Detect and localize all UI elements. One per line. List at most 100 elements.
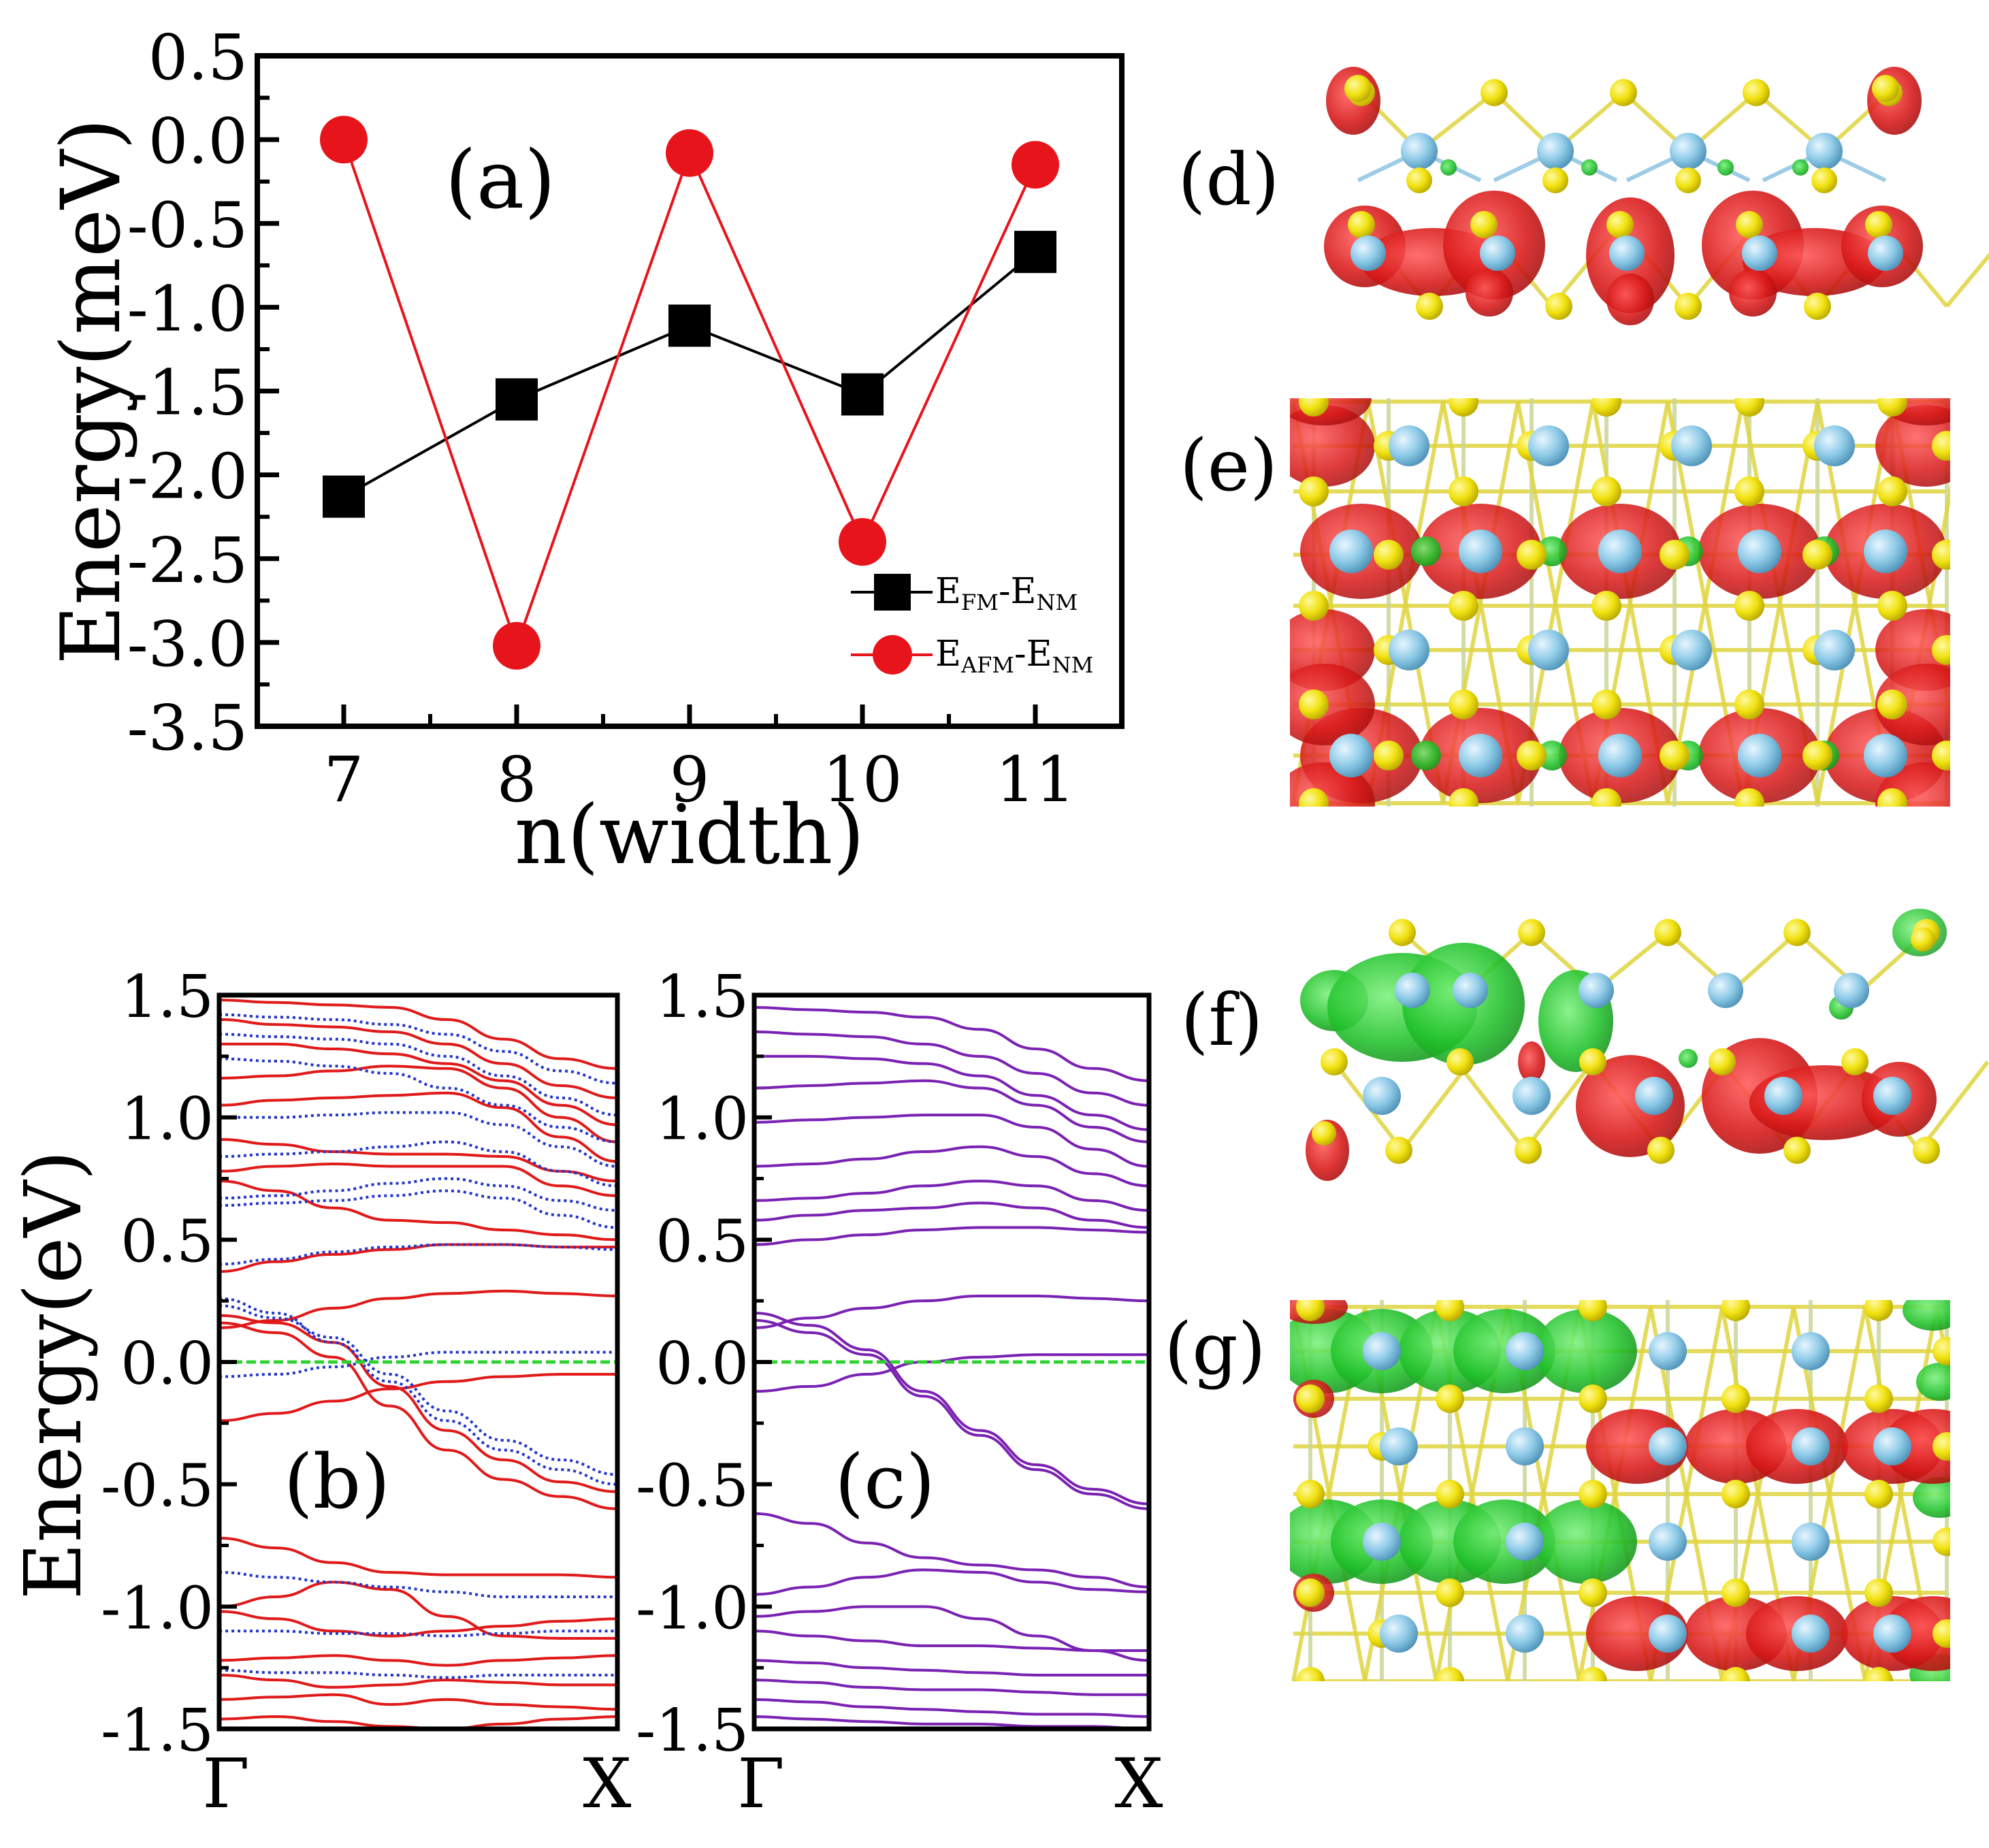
panel-b-label: (b) (284, 1438, 390, 1525)
s-atom (1734, 690, 1764, 719)
panel-a-series (320, 116, 1059, 670)
y-tick-label: -3.0 (127, 608, 248, 681)
s-atom (1743, 79, 1770, 106)
y-tick-label: -1.0 (636, 1574, 749, 1642)
s-atom (1436, 1667, 1464, 1681)
bond (1730, 930, 1799, 992)
fm-marker (496, 378, 538, 421)
s-atom (1734, 476, 1764, 506)
structure-e-label: (e) (1180, 424, 1278, 507)
s-atom (1389, 919, 1416, 946)
s-atom (1933, 1619, 1950, 1648)
band-degenerate-bands (754, 1079, 1150, 1144)
s-atom (1436, 1578, 1464, 1607)
band-spin-up (219, 1654, 618, 1667)
s-atom (1721, 1480, 1750, 1508)
band-spin-up (219, 1162, 618, 1197)
band-spin-up (219, 1536, 618, 1579)
s-atom (1299, 591, 1329, 621)
structure-panel-e (1290, 398, 1950, 807)
band-degenerate-bands (754, 1630, 1149, 1653)
fm-marker (1014, 231, 1056, 274)
s-atom (1449, 690, 1478, 719)
s-atom (1933, 1527, 1950, 1556)
density-green (1535, 1309, 1637, 1393)
band-degenerate-bands (754, 1568, 1150, 1596)
y-tick-label: -0.5 (636, 1453, 749, 1521)
band-degenerate-bands (754, 1226, 1150, 1246)
s-atom (1296, 1384, 1325, 1413)
s-atom (1344, 75, 1372, 102)
mo-atom (1537, 133, 1574, 169)
s-atom (1721, 1667, 1750, 1681)
density-green (1535, 1500, 1637, 1584)
band-degenerate-bands (754, 1512, 1150, 1589)
s-atom (1296, 1667, 1325, 1681)
legend-marker (873, 635, 912, 675)
s-atom (1517, 540, 1547, 570)
mo-atom (1513, 1077, 1551, 1115)
mo-atom (1401, 133, 1438, 169)
band-spin-up (219, 1138, 618, 1183)
panel-a-label: (a) (445, 133, 555, 227)
s-atom (1542, 167, 1568, 193)
fm-marker (323, 475, 365, 518)
s-atom (1579, 1300, 1607, 1321)
mo-atom (1814, 425, 1855, 466)
s-atom (1675, 293, 1702, 320)
band-degenerate-bands (754, 1679, 1149, 1696)
s-atom (1660, 741, 1689, 771)
mo-atom (1480, 236, 1515, 271)
mo-atom (1670, 133, 1707, 169)
mo-atom (1459, 530, 1502, 573)
mo-atom (1506, 1332, 1544, 1370)
density-green (1903, 1300, 1950, 1331)
structure-panel-g (1290, 1300, 1950, 1681)
y-tick-label: -0.5 (101, 1453, 214, 1521)
s-atom (1877, 788, 1907, 807)
density-green (1453, 1309, 1555, 1393)
mo-atom (1868, 236, 1903, 271)
s-atom (1545, 293, 1572, 320)
s-atom (1296, 1480, 1325, 1508)
structure-f-label: (f) (1181, 979, 1263, 1062)
mo-atom (1649, 1523, 1687, 1561)
mo-atom (1649, 1332, 1687, 1370)
band-spin-up (219, 1673, 617, 1689)
s-atom (1446, 1048, 1474, 1075)
y-tick-label: -1.0 (127, 272, 248, 345)
mo-atom (1528, 630, 1569, 670)
bond (1918, 1060, 1989, 1152)
density-red (1882, 1409, 1950, 1484)
s-atom (1374, 741, 1404, 771)
band-degenerate-bands (754, 1294, 1150, 1329)
y-tick-label: -1.0 (101, 1574, 214, 1642)
density-green (1411, 536, 1441, 566)
mo-atom (1506, 1615, 1544, 1653)
mo-atom (1738, 530, 1781, 573)
density-green (1717, 159, 1734, 176)
s-atom (1299, 788, 1329, 807)
band-spin-down (219, 1111, 618, 1168)
s-atom (1736, 211, 1763, 238)
s-atom (1933, 1432, 1950, 1461)
s-atom (1296, 1300, 1325, 1321)
density-green (1581, 159, 1598, 176)
s-atom (1449, 591, 1478, 621)
mo-atom (1598, 530, 1642, 573)
y-tick-label: 1.0 (120, 1086, 214, 1154)
band-degenerate-bands (754, 1715, 1150, 1729)
band-degenerate-bands (754, 1698, 1150, 1719)
band-spin-up (219, 1042, 618, 1126)
panel-b-bands (219, 999, 618, 1729)
band-spin-up (219, 1321, 618, 1510)
s-atom (1932, 635, 1950, 665)
s-atom (1721, 1384, 1750, 1413)
mo-atom (1742, 236, 1777, 271)
s-atom (1877, 476, 1907, 506)
s-atom (1517, 741, 1547, 771)
x-tick-label: 10 (822, 743, 902, 816)
mo-atom (1329, 734, 1373, 777)
mo-atom (1792, 1615, 1830, 1653)
